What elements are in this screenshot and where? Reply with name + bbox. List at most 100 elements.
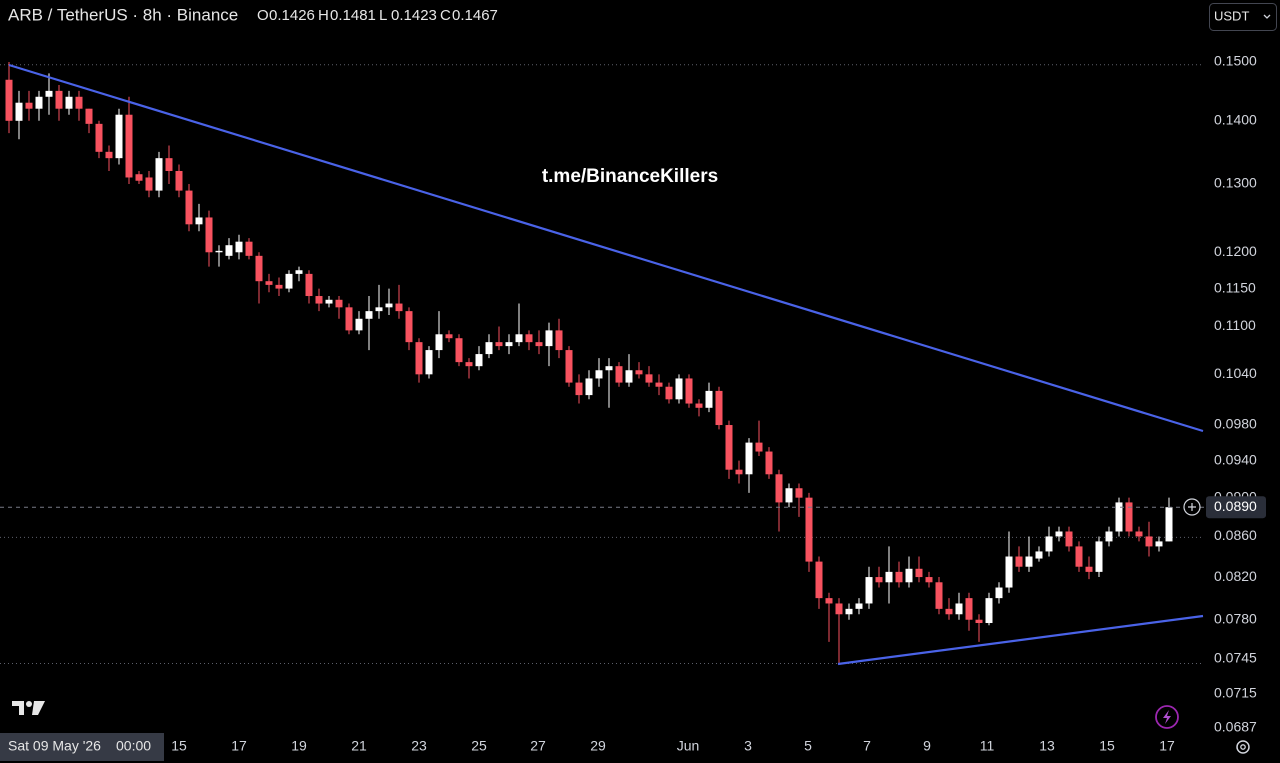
y-tick-label: 0.1200 bbox=[1214, 243, 1257, 259]
last-price-label: 0.0890 bbox=[1214, 498, 1257, 514]
lightning-button[interactable] bbox=[1155, 705, 1179, 729]
candle-body bbox=[85, 108, 93, 124]
candle-body bbox=[135, 174, 143, 181]
currency-button[interactable]: USDT bbox=[1209, 3, 1277, 31]
candle-body bbox=[1095, 541, 1103, 572]
candle-body bbox=[895, 571, 903, 583]
gear-ring[interactable] bbox=[1236, 740, 1250, 754]
x-tick-label: 3 bbox=[744, 738, 752, 754]
plus-icon[interactable] bbox=[1188, 503, 1196, 511]
y-tick-label: 0.1040 bbox=[1214, 365, 1257, 381]
ohlc-key: L bbox=[379, 7, 387, 24]
candle-body bbox=[595, 370, 603, 379]
candle-body bbox=[725, 425, 733, 470]
candle-body bbox=[515, 334, 523, 343]
currency-label[interactable]: USDT bbox=[1214, 8, 1249, 23]
last-price-box bbox=[1206, 496, 1266, 519]
candle-body bbox=[505, 342, 513, 347]
candle-body bbox=[375, 307, 383, 312]
y-tick-label: 0.0715 bbox=[1214, 685, 1257, 701]
y-tick-label: 0.1100 bbox=[1214, 317, 1256, 333]
candle-body bbox=[95, 123, 103, 152]
candle-body bbox=[545, 330, 553, 347]
x-tick-label: 7 bbox=[863, 738, 871, 754]
dropdown-caret[interactable] bbox=[1263, 14, 1271, 19]
logo-part[interactable] bbox=[12, 701, 24, 715]
candle-body bbox=[485, 342, 493, 355]
lightning-circle[interactable] bbox=[1155, 705, 1179, 729]
candle-body bbox=[615, 366, 623, 383]
candle-body bbox=[675, 378, 683, 400]
candle-body bbox=[885, 571, 893, 583]
candle-body bbox=[455, 338, 463, 363]
crosshair-time: 00:00 bbox=[116, 738, 151, 754]
x-tick-label: 27 bbox=[530, 738, 546, 754]
candle-body bbox=[255, 255, 263, 282]
logo-part[interactable] bbox=[26, 701, 32, 707]
candle-body bbox=[75, 96, 83, 109]
currency-button-frame[interactable] bbox=[1209, 3, 1277, 31]
candle-body bbox=[305, 273, 313, 297]
levels bbox=[0, 64, 1204, 664]
candle-body bbox=[45, 90, 53, 97]
candle-body bbox=[705, 390, 713, 408]
candle-body bbox=[415, 342, 423, 375]
y-tick-label: 0.1400 bbox=[1214, 112, 1257, 128]
candle-body bbox=[325, 299, 333, 304]
candle-body bbox=[605, 366, 613, 371]
lightning-icon[interactable] bbox=[1163, 710, 1171, 724]
candle-body bbox=[575, 382, 583, 396]
y-tick-label: 0.0780 bbox=[1214, 610, 1257, 626]
watermark: t.me/BinanceKillers bbox=[542, 166, 718, 187]
candle-body bbox=[265, 281, 273, 285]
candle-body bbox=[1065, 531, 1073, 547]
candle-body bbox=[1145, 536, 1153, 547]
candle-body bbox=[495, 342, 503, 347]
candle-body bbox=[1055, 531, 1063, 537]
candle-body bbox=[1125, 502, 1133, 532]
tradingview-logo[interactable] bbox=[12, 701, 45, 715]
candle-body bbox=[945, 608, 953, 615]
candle-body bbox=[815, 561, 823, 599]
candle-body bbox=[995, 587, 1003, 599]
y-tick-label: 0.0745 bbox=[1214, 650, 1257, 666]
candle-body bbox=[1105, 531, 1113, 542]
trend-line-lower bbox=[837, 614, 1204, 666]
candle-body bbox=[275, 284, 283, 289]
y-tick-label: 0.1500 bbox=[1214, 53, 1257, 69]
candle-body bbox=[985, 598, 993, 624]
header-ohlc: O 0.1426 H 0.1481 L 0.1423 C 0.1467 bbox=[257, 7, 498, 24]
candle-body bbox=[125, 114, 133, 178]
candle-body bbox=[365, 311, 373, 319]
candle-body bbox=[695, 403, 703, 408]
candle-body bbox=[465, 362, 473, 367]
candle-body bbox=[915, 568, 923, 578]
ohlc-key: C bbox=[440, 7, 451, 24]
candle-body bbox=[635, 370, 643, 375]
y-tick-label: 0.0860 bbox=[1214, 527, 1257, 543]
candle-body bbox=[535, 342, 543, 347]
add-alert-button[interactable] bbox=[1183, 498, 1201, 516]
candle-body bbox=[335, 299, 343, 308]
candle-body bbox=[715, 390, 723, 426]
candle-body bbox=[435, 334, 443, 351]
candle-body bbox=[585, 378, 593, 396]
candle-body bbox=[245, 241, 253, 256]
candle-body bbox=[15, 102, 23, 121]
y-tick-label: 0.0687 bbox=[1214, 719, 1257, 735]
candle-body bbox=[925, 577, 933, 583]
candle-body bbox=[805, 497, 813, 562]
crosshair-date-box bbox=[0, 733, 164, 761]
logo-part[interactable] bbox=[32, 701, 45, 715]
candle-body bbox=[315, 296, 323, 304]
candle-body bbox=[1045, 536, 1053, 552]
gear-center[interactable] bbox=[1240, 744, 1246, 750]
settings-button[interactable] bbox=[1236, 740, 1250, 754]
candle-body bbox=[1085, 566, 1093, 572]
candle-body bbox=[115, 114, 123, 159]
candle-body bbox=[565, 350, 573, 383]
candle-body bbox=[1135, 531, 1143, 537]
x-tick-label: 15 bbox=[1099, 738, 1115, 754]
candle-body bbox=[285, 273, 293, 289]
x-tick-label: 11 bbox=[980, 738, 995, 754]
